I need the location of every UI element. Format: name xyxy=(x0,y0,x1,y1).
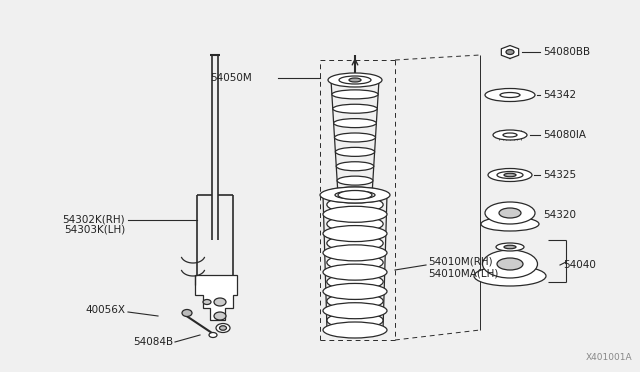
Ellipse shape xyxy=(327,216,383,232)
Ellipse shape xyxy=(488,169,532,182)
Text: 54080BB: 54080BB xyxy=(543,47,590,57)
Ellipse shape xyxy=(332,90,378,99)
Ellipse shape xyxy=(499,208,521,218)
Ellipse shape xyxy=(327,254,383,270)
Ellipse shape xyxy=(485,89,535,102)
Text: 54303K(LH): 54303K(LH) xyxy=(64,225,125,235)
Ellipse shape xyxy=(349,78,361,82)
Text: 40056X: 40056X xyxy=(85,305,125,315)
Ellipse shape xyxy=(327,312,383,328)
Polygon shape xyxy=(195,275,237,320)
Ellipse shape xyxy=(335,191,375,199)
Text: 54302K(RH): 54302K(RH) xyxy=(62,215,125,225)
Text: 54325: 54325 xyxy=(543,170,576,180)
Ellipse shape xyxy=(506,49,514,55)
Ellipse shape xyxy=(323,245,387,261)
Ellipse shape xyxy=(323,322,387,338)
Text: 54040: 54040 xyxy=(563,260,596,270)
Ellipse shape xyxy=(327,274,383,290)
Ellipse shape xyxy=(497,171,523,179)
Ellipse shape xyxy=(496,243,524,251)
Ellipse shape xyxy=(327,293,383,309)
Ellipse shape xyxy=(323,187,387,203)
Ellipse shape xyxy=(337,176,373,185)
Ellipse shape xyxy=(485,202,535,224)
Ellipse shape xyxy=(497,258,523,270)
Ellipse shape xyxy=(500,93,520,97)
Ellipse shape xyxy=(331,76,379,84)
Ellipse shape xyxy=(328,73,382,87)
Ellipse shape xyxy=(481,217,539,231)
Ellipse shape xyxy=(493,130,527,140)
Ellipse shape xyxy=(323,206,387,222)
Ellipse shape xyxy=(335,133,376,142)
Text: 54342: 54342 xyxy=(543,90,576,100)
Text: 54010M(RH): 54010M(RH) xyxy=(428,257,493,267)
Ellipse shape xyxy=(335,147,374,156)
Ellipse shape xyxy=(320,187,390,203)
Text: 54080IA: 54080IA xyxy=(543,130,586,140)
Ellipse shape xyxy=(209,333,217,337)
Ellipse shape xyxy=(504,245,516,249)
Ellipse shape xyxy=(483,250,538,278)
Ellipse shape xyxy=(327,197,383,213)
Text: 54010MA(LH): 54010MA(LH) xyxy=(428,268,499,278)
Ellipse shape xyxy=(338,190,372,199)
Text: X401001A: X401001A xyxy=(586,353,632,362)
Ellipse shape xyxy=(182,310,192,317)
Ellipse shape xyxy=(216,324,230,333)
Ellipse shape xyxy=(504,173,516,177)
Ellipse shape xyxy=(333,119,376,128)
Ellipse shape xyxy=(323,283,387,299)
Ellipse shape xyxy=(323,225,387,241)
Ellipse shape xyxy=(474,266,546,286)
Ellipse shape xyxy=(214,312,226,320)
Ellipse shape xyxy=(333,104,377,113)
Ellipse shape xyxy=(323,264,387,280)
Ellipse shape xyxy=(503,133,517,137)
Ellipse shape xyxy=(323,303,387,319)
Text: 54050M: 54050M xyxy=(211,73,252,83)
Text: 54320: 54320 xyxy=(543,210,576,220)
Ellipse shape xyxy=(203,299,211,305)
Ellipse shape xyxy=(339,76,371,84)
Text: 54084B: 54084B xyxy=(133,337,173,347)
Ellipse shape xyxy=(336,162,374,171)
Ellipse shape xyxy=(220,326,227,330)
Polygon shape xyxy=(501,45,518,58)
Ellipse shape xyxy=(327,235,383,251)
Ellipse shape xyxy=(214,298,226,306)
